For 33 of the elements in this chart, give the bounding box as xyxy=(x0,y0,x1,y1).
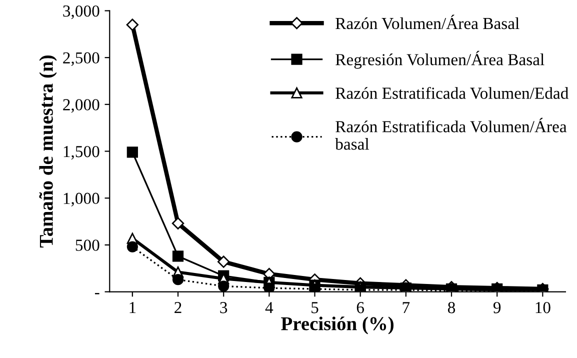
y-axis-title: Tamaño de muestra (n) xyxy=(39,56,57,248)
point xyxy=(126,146,138,158)
legend-label: Razón Estratificada Volumen/Área basal xyxy=(335,118,567,150)
point xyxy=(309,283,320,292)
y-tick-label: 500 xyxy=(76,240,100,251)
point xyxy=(126,18,139,31)
point xyxy=(264,282,275,292)
point xyxy=(172,217,184,230)
x-axis-title: Precisión (%) xyxy=(281,316,394,334)
x-tick-label: 10 xyxy=(536,302,550,314)
point xyxy=(126,241,138,252)
x-tick-label: 1 xyxy=(130,302,136,314)
legend-label: Regresión Volumen/Área Basal xyxy=(336,50,544,69)
x-tick-label: 5 xyxy=(312,302,318,314)
x-tick-label: 9 xyxy=(493,302,501,314)
x-tick-label: 3 xyxy=(220,302,228,314)
y-tick-label: - xyxy=(94,293,100,294)
y-tick-label: 3,000 xyxy=(63,5,100,20)
point xyxy=(218,280,230,292)
legend-label: Razón Estratificada Volumen/Edad xyxy=(336,86,568,99)
x-tick-label: 6 xyxy=(356,302,364,314)
y-tick-label: 2,500 xyxy=(63,52,100,66)
point xyxy=(217,256,230,268)
point xyxy=(172,250,184,262)
x-tick-label: 8 xyxy=(448,302,456,314)
y-tick-label: 2,000 xyxy=(63,99,100,113)
x-tick-label: 2 xyxy=(174,302,182,314)
y-tick-label: 1,500 xyxy=(64,146,100,160)
x-tick-label: 4 xyxy=(265,302,274,314)
x-tick-label: 7 xyxy=(402,302,410,314)
legend-label: Razón Volumen/Área Basal xyxy=(336,14,520,30)
y-tick-label: 1,000 xyxy=(64,192,100,206)
point xyxy=(172,274,184,286)
